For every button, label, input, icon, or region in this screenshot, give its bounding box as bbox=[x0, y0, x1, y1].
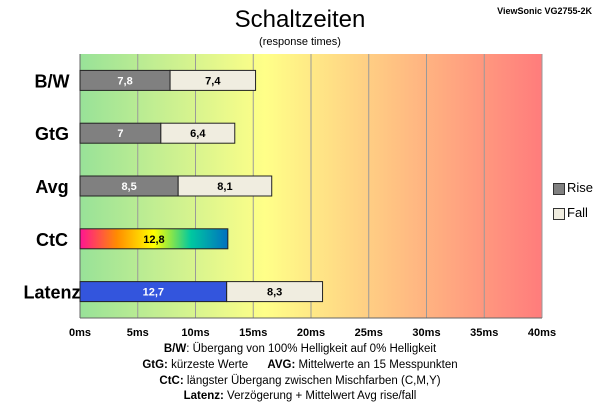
note-key: GtG: bbox=[142, 358, 168, 371]
category-label: Avg bbox=[35, 177, 68, 197]
note-latenz: Latenz: Verzögerung + Mittelwert Avg ris… bbox=[0, 389, 600, 405]
category-label: CtC bbox=[36, 230, 68, 250]
note-text: Mittelwerte an 15 Messpunkten bbox=[295, 358, 458, 371]
category-label: B/W bbox=[35, 71, 70, 91]
data-label-rise: 7 bbox=[117, 128, 123, 140]
bar-rise bbox=[79, 228, 229, 250]
note-text: Verzögerung + Mittelwert Avg rise/fall bbox=[223, 390, 417, 403]
data-label-rise: 7,8 bbox=[117, 75, 132, 87]
note-bw: B/W: Übergang von 100% Helligkeit auf 0%… bbox=[0, 342, 600, 358]
x-tick-label: 40ms bbox=[528, 327, 556, 339]
legend-label-rise: Rise bbox=[567, 180, 594, 195]
note-key: CtC: bbox=[159, 374, 184, 387]
data-label-fall: 8,3 bbox=[267, 287, 282, 299]
x-tick-label: 30ms bbox=[412, 327, 440, 339]
data-label-fall: 8,1 bbox=[217, 181, 232, 193]
note-gtg-avg: GtG: kürzeste Werte AVG: Mittelwerte an … bbox=[0, 358, 600, 374]
bar-fall bbox=[177, 175, 273, 197]
legend-label-fall: Fall bbox=[567, 205, 588, 220]
bar-fall bbox=[169, 69, 257, 91]
chart-subtitle: (response times) bbox=[259, 36, 341, 48]
category-label: GtG bbox=[35, 124, 69, 144]
monitor-model: ViewSonic VG2755-2K bbox=[497, 6, 592, 16]
data-label-rise: 12,8 bbox=[143, 234, 164, 246]
data-label-rise: 12,7 bbox=[143, 287, 164, 299]
note-key: AVG: bbox=[267, 358, 296, 371]
data-label-fall: 7,4 bbox=[205, 75, 221, 87]
x-tick-label: 35ms bbox=[470, 327, 498, 339]
note-key: Latenz: bbox=[183, 390, 224, 403]
x-tick-label: 20ms bbox=[297, 327, 325, 339]
note-text: kürzeste Werte bbox=[167, 358, 249, 371]
note-text: längster Übergang zwischen Mischfarben (… bbox=[183, 374, 441, 387]
x-tick-label: 15ms bbox=[239, 327, 267, 339]
category-label: Latenz bbox=[23, 283, 80, 303]
x-tick-label: 0ms bbox=[69, 327, 91, 339]
data-label-rise: 8,5 bbox=[121, 181, 136, 193]
chart-notes: B/W: Übergang von 100% Helligkeit auf 0%… bbox=[0, 342, 600, 405]
x-tick-label: 25ms bbox=[355, 327, 383, 339]
data-label-fall: 6,4 bbox=[190, 128, 206, 140]
note-key: B/W bbox=[163, 343, 187, 355]
chart-title: Schaltzeiten bbox=[234, 6, 366, 33]
x-tick-label: 10ms bbox=[181, 327, 209, 339]
legend-swatch-fall bbox=[553, 208, 565, 220]
note-ctc: CtC: längster Übergang zwischen Mischfar… bbox=[0, 374, 600, 390]
legend-swatch-rise bbox=[553, 183, 565, 195]
bar-fall bbox=[226, 281, 324, 303]
note-text: : Übergang von 100% Helligkeit auf 0% He… bbox=[186, 343, 437, 355]
x-tick-label: 5ms bbox=[127, 327, 149, 339]
bar-fall bbox=[160, 122, 236, 144]
